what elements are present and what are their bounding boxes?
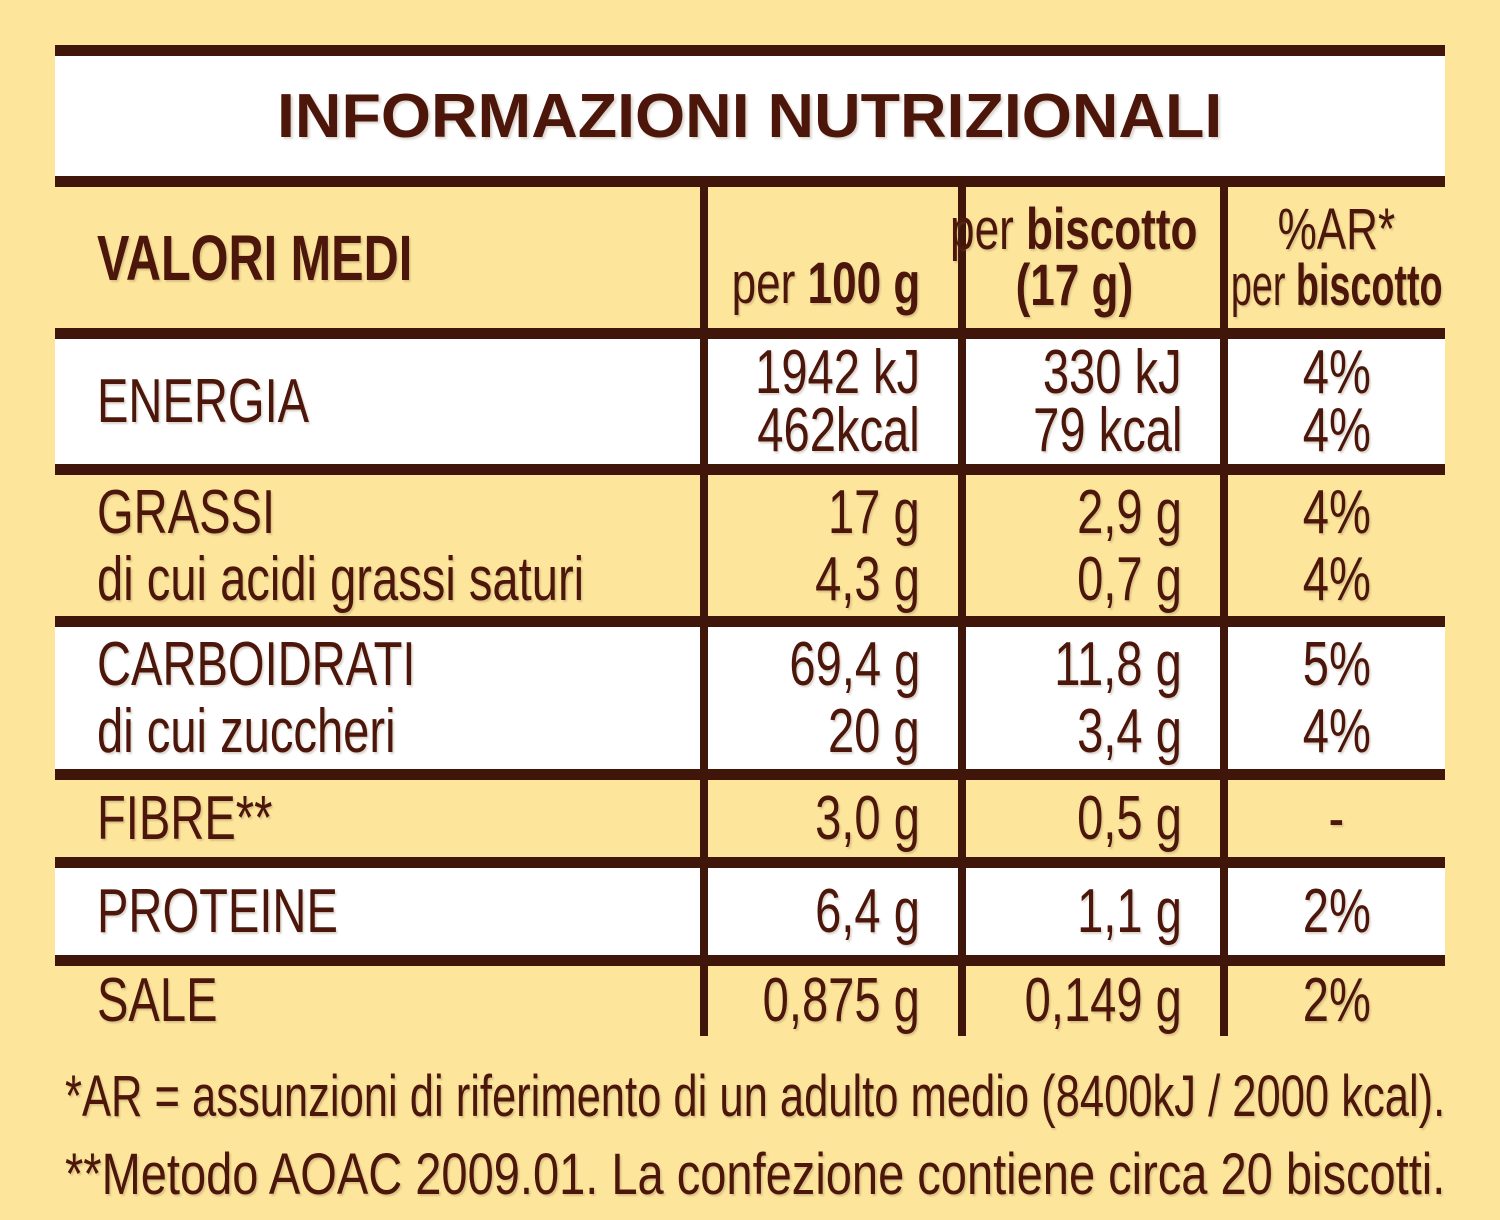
- table-row-carboidrati: CARBOIDRATI di cui zuccheri 69,4 g 20 g 11…: [55, 627, 1445, 780]
- per-100g-value-cell: 3,0 g: [700, 780, 958, 857]
- nutrient-value: 462kcal: [757, 395, 920, 465]
- nutrient-label: FIBRE**: [97, 783, 273, 853]
- header-valori-medi: VALORI MEDI: [97, 221, 413, 294]
- nutrient-value: 4%: [1302, 337, 1371, 407]
- footnote-ar: *AR = assunzioni di riferimento di un ad…: [65, 1064, 1446, 1129]
- nutrient-label: PROTEINE: [97, 876, 338, 946]
- per-biscotto-value-cell: 1,1 g: [958, 868, 1220, 955]
- nutrient-name-cell: PROTEINE: [55, 868, 700, 955]
- nutrition-table: INFORMAZIONI NUTRIZIONALI VALORI MEDI pe…: [55, 45, 1445, 1036]
- percent-ar-value-cell: 4% 4%: [1220, 475, 1445, 616]
- percent-ar-value-cell: 2%: [1220, 868, 1445, 955]
- per-biscotto-value-cell: 2,9 g 0,7 g: [958, 475, 1220, 616]
- nutrient-value: 2%: [1302, 876, 1371, 946]
- nutrient-value: 4%: [1302, 395, 1371, 465]
- nutrient-value: 0,5 g: [1077, 783, 1182, 853]
- nutrient-name-cell: CARBOIDRATI di cui zuccheri: [55, 627, 700, 769]
- nutrient-value: 4%: [1302, 477, 1371, 547]
- nutrient-value: 17 g: [828, 477, 920, 547]
- nutrient-value: 1,1 g: [1077, 876, 1182, 946]
- header-percent-ar: %AR*: [1277, 196, 1396, 262]
- header-percent-ar-cell: %AR* per biscotto: [1220, 187, 1445, 328]
- nutrient-value: 4%: [1302, 544, 1371, 614]
- nutrient-label: CARBOIDRATI: [97, 630, 416, 699]
- table-header-row: VALORI MEDI per 100 g per biscotto (17 g…: [55, 187, 1445, 339]
- per-biscotto-value-cell: 0,5 g: [958, 780, 1220, 857]
- percent-ar-value-cell: 5% 4%: [1220, 627, 1445, 769]
- nutrient-label: SALE: [97, 966, 218, 1035]
- nutrient-value: 5%: [1302, 630, 1371, 699]
- nutrient-name-cell: ENERGIA: [55, 339, 700, 464]
- per-100g-value-cell: 1942 kJ 462kcal: [700, 339, 958, 464]
- nutrient-value: 69,4 g: [788, 630, 920, 699]
- table-row-sale: SALE 0,875 g 0,149 g 2%: [55, 966, 1445, 1036]
- nutrient-name-cell: GRASSI di cui acidi grassi saturi: [55, 475, 700, 616]
- footnotes: *AR = assunzioni di riferimento di un ad…: [65, 1058, 1455, 1214]
- nutrient-label: GRASSI: [97, 477, 276, 547]
- header-per-100g: per 100 g: [731, 251, 920, 316]
- header-per-100g-cell: per 100 g: [700, 187, 958, 328]
- header-per-biscotto-weight: (17 g): [1015, 252, 1133, 318]
- nutrient-value: 1942 kJ: [754, 337, 920, 407]
- nutrient-value: 0,875 g: [762, 966, 920, 1035]
- header-valori-medi-cell: VALORI MEDI: [55, 187, 700, 328]
- header-per-biscotto-cell: per biscotto (17 g): [950, 187, 1220, 328]
- percent-ar-value-cell: -: [1220, 780, 1445, 857]
- nutrient-value: 3,0 g: [815, 783, 920, 853]
- nutrient-value: 2,9 g: [1077, 477, 1182, 547]
- table-row-proteine: PROTEINE 6,4 g 1,1 g 2%: [55, 868, 1445, 966]
- per-100g-value-cell: 0,875 g: [700, 966, 958, 1036]
- nutrient-label: di cui acidi grassi saturi: [97, 544, 585, 614]
- nutrient-value: 11,8 g: [1054, 630, 1182, 699]
- nutrient-value: 330 kJ: [1043, 337, 1182, 407]
- per-100g-value-cell: 69,4 g 20 g: [700, 627, 958, 769]
- table-row-grassi: GRASSI di cui acidi grassi saturi 17 g 4,3…: [55, 475, 1445, 627]
- nutrient-value: 20 g: [828, 697, 920, 766]
- nutrient-value: 4,3 g: [815, 544, 920, 614]
- table-row-energia: ENERGIA 1942 kJ 462kcal 330 kJ 79 kcal 4% 4…: [55, 339, 1445, 475]
- percent-ar-value-cell: 4% 4%: [1220, 339, 1445, 464]
- per-biscotto-value-cell: 330 kJ 79 kcal: [958, 339, 1220, 464]
- nutrient-value: 2%: [1302, 966, 1371, 1035]
- percent-ar-value-cell: 2%: [1220, 966, 1445, 1036]
- nutrition-rows: ENERGIA 1942 kJ 462kcal 330 kJ 79 kcal 4% 4…: [55, 339, 1445, 1036]
- nutrient-value: 79 kcal: [1032, 395, 1182, 465]
- nutrient-label: di cui zuccheri: [97, 697, 396, 766]
- footnote-metodo: **Metodo AOAC 2009.01. La confezione con…: [65, 1142, 1446, 1207]
- header-percent-ar-per-biscotto: per biscotto: [1230, 252, 1443, 318]
- nutrient-value: 0,7 g: [1077, 544, 1182, 614]
- table-title: INFORMAZIONI NUTRIZIONALI: [277, 81, 1223, 151]
- header-per-biscotto: per biscotto: [950, 196, 1198, 262]
- per-biscotto-value-cell: 0,149 g: [958, 966, 1220, 1036]
- table-row-fibre: FIBRE** 3,0 g 0,5 g -: [55, 780, 1445, 868]
- per-100g-value-cell: 17 g 4,3 g: [700, 475, 958, 616]
- nutrient-value: 0,149 g: [1024, 966, 1182, 1035]
- table-title-bar: INFORMAZIONI NUTRIZIONALI: [55, 45, 1445, 187]
- nutrient-label: ENERGIA: [97, 366, 310, 436]
- nutrient-value: 3,4 g: [1077, 697, 1182, 766]
- nutrient-name-cell: FIBRE**: [55, 780, 700, 857]
- nutrient-name-cell: SALE: [55, 966, 700, 1036]
- nutrient-value: -: [1328, 783, 1345, 853]
- per-biscotto-value-cell: 11,8 g 3,4 g: [958, 627, 1220, 769]
- per-100g-value-cell: 6,4 g: [700, 868, 958, 955]
- nutrient-value: 6,4 g: [815, 876, 920, 946]
- nutrient-value: 4%: [1302, 697, 1371, 766]
